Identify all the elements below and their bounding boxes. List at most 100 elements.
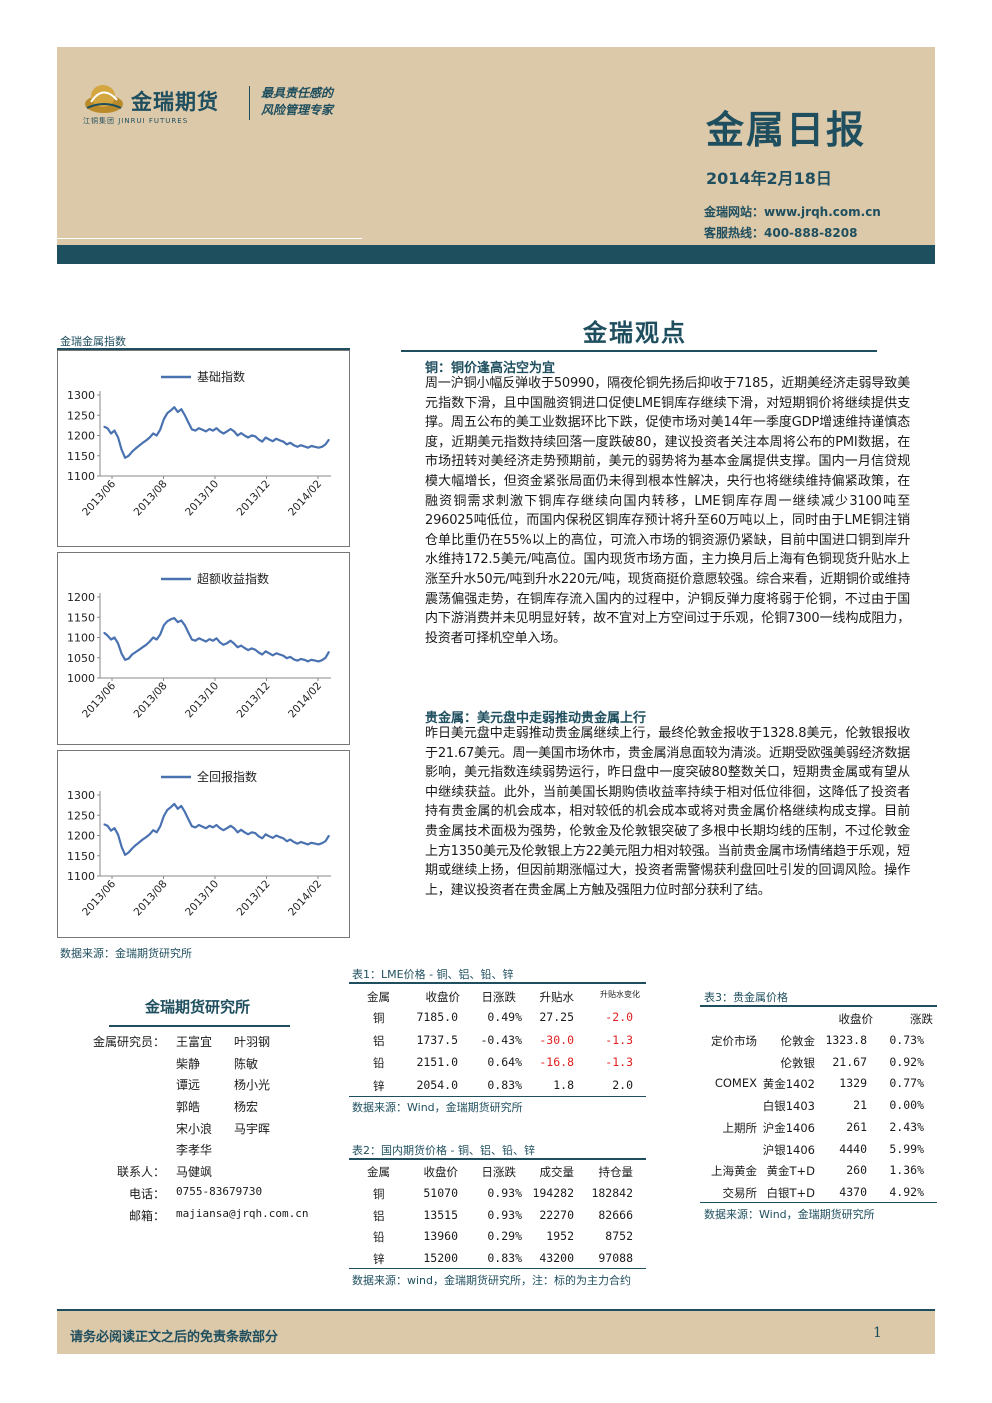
data-point — [191, 825, 193, 827]
table-cell: 0.83% — [487, 1250, 522, 1265]
company-logo: 金瑞期货 江铜集团 JINRUI FUTURES 最具责任感的 风险管理专家 — [83, 80, 363, 130]
x-tick-label: 2013/06 — [80, 478, 118, 519]
table-cell: 2.0 — [612, 1077, 633, 1092]
data-point — [184, 414, 186, 416]
data-point — [117, 436, 119, 439]
data-point — [103, 632, 105, 634]
table-cell: 260 — [846, 1163, 867, 1178]
hotline-text: 客服热线：400-888-8208 — [704, 226, 858, 240]
data-point — [106, 634, 109, 637]
y-tick-label: 1100 — [67, 470, 95, 483]
data-point — [156, 638, 158, 641]
data-point — [314, 660, 316, 662]
data-point — [121, 846, 123, 848]
chart-total-return-index: 全回报指数 1300 1250 1200 1150 1100 2013/06 2013/08 2… — [57, 750, 350, 938]
data-point — [275, 438, 277, 440]
data-point — [247, 649, 249, 651]
data-point — [275, 834, 277, 837]
chart-excess-return-index: 超额收益指数 1200 1150 1100 1050 1000 2013/06 2013/08… — [57, 552, 350, 745]
y-tick-label: 1150 — [67, 611, 95, 624]
website-link[interactable]: 金瑞网站：www.jrqh.com.cn — [704, 205, 881, 219]
section-title: 金瑞观点 — [583, 319, 687, 347]
data-point — [187, 421, 189, 424]
row-label: 锌 — [373, 1078, 385, 1093]
data-point — [324, 840, 327, 842]
email-link[interactable]: majiansa@jrqh.com.cn — [176, 1207, 309, 1220]
table-cell: 82666 — [598, 1207, 633, 1222]
data-point — [251, 647, 253, 649]
data-point — [324, 657, 327, 659]
data-point — [131, 847, 133, 850]
table-cell: 1.8 — [553, 1077, 574, 1092]
y-tick-label: 1250 — [67, 809, 95, 822]
data-point — [110, 432, 112, 435]
data-point — [205, 430, 207, 432]
data-point — [121, 653, 123, 655]
table-cell: 0.73% — [889, 1033, 924, 1047]
series-line — [103, 802, 330, 857]
researcher-name: 叶羽钢 — [234, 1035, 271, 1049]
data-point — [145, 836, 147, 838]
table-cell: 0.83% — [487, 1077, 522, 1092]
data-point — [173, 406, 175, 408]
data-point — [258, 835, 260, 837]
x-tick-label: 2013/10 — [183, 878, 221, 918]
table-cell: 21.67 — [832, 1054, 867, 1069]
data-point — [201, 429, 203, 431]
table-cell: 182842 — [591, 1186, 633, 1200]
data-point — [135, 651, 137, 653]
page-number: 1 — [873, 1325, 882, 1341]
data-point — [254, 435, 256, 437]
data-point — [177, 808, 179, 810]
data-point — [166, 620, 168, 622]
data-point — [226, 827, 228, 829]
table-cell: -1.3 — [605, 1032, 633, 1047]
data-point — [184, 811, 186, 813]
table3-top-rule — [700, 1005, 937, 1007]
data-point — [177, 621, 179, 623]
data-point — [258, 438, 260, 441]
contact-name: 马健飒 — [176, 1165, 213, 1179]
data-point — [124, 457, 126, 459]
table-cell: 2151.0 — [416, 1055, 458, 1069]
table-cell: 15200 — [423, 1250, 458, 1265]
data-point — [317, 447, 320, 449]
phone-number: 0755-83679730 — [176, 1185, 263, 1198]
data-point — [166, 809, 168, 811]
data-point — [279, 653, 281, 656]
y-tick-label: 1100 — [67, 870, 95, 883]
row-label: 铝 — [373, 1033, 385, 1048]
y-tick-label: 1000 — [67, 672, 95, 685]
data-point — [303, 842, 305, 844]
chart-base-index: 基础指数 1300 1250 1200 1150 1100 2013/06 2013/08 20… — [57, 350, 350, 547]
precious-metals-heading: 贵金属：美元盘中走弱推动贵金属上行 — [425, 711, 647, 726]
series-line — [103, 616, 330, 663]
header-bar — [57, 245, 935, 264]
data-point — [244, 647, 246, 649]
data-point — [121, 449, 123, 451]
data-point — [110, 638, 112, 641]
data-point — [103, 426, 105, 428]
data-point — [208, 428, 211, 430]
table-header: 金属 — [367, 990, 390, 1004]
data-point — [293, 444, 295, 446]
table-cell: 194282 — [532, 1186, 574, 1200]
researcher-name: 郭皓 — [176, 1100, 201, 1114]
data-point — [244, 434, 246, 437]
data-point — [212, 640, 214, 642]
data-point — [187, 818, 189, 820]
table-cell: 0.64% — [487, 1055, 522, 1069]
data-point — [328, 438, 330, 441]
data-point — [180, 805, 182, 807]
contract-label: 沪银1406 — [762, 1142, 815, 1157]
data-point — [170, 409, 172, 411]
data-point — [286, 840, 288, 842]
data-point — [113, 827, 116, 829]
data-point — [170, 806, 172, 808]
data-point — [230, 825, 232, 827]
data-point — [131, 451, 133, 453]
data-point — [149, 640, 151, 643]
x-tick-label: 2014/02 — [286, 878, 324, 918]
logo-divider — [249, 86, 250, 120]
section-rule — [401, 350, 877, 352]
